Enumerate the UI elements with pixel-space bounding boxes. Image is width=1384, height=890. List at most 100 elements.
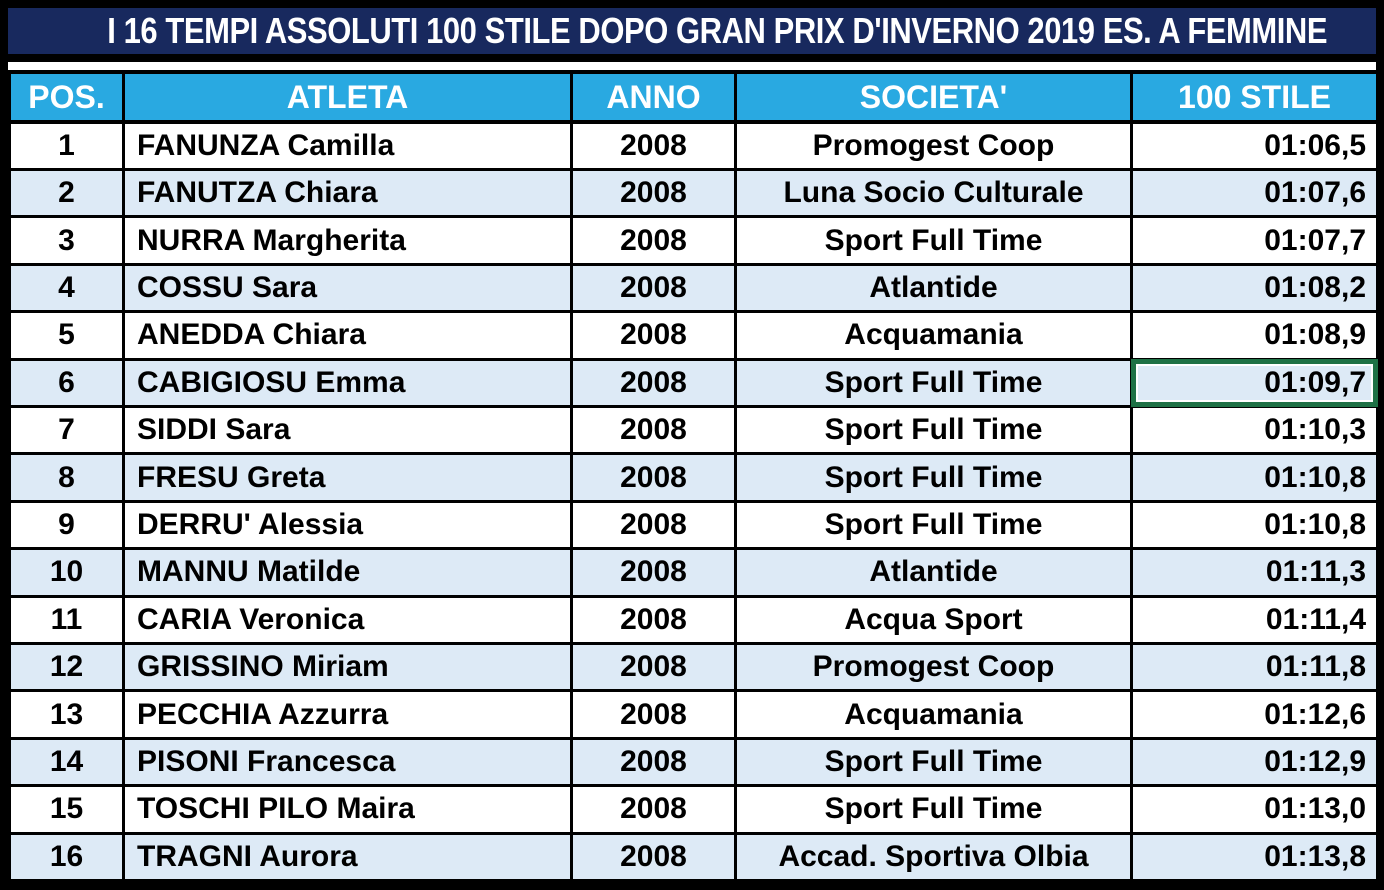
cell-anno[interactable]: 2008 xyxy=(570,120,737,171)
cell-tempo[interactable]: 01:13,8 xyxy=(1130,831,1379,883)
cell-societa[interactable]: Acqua Sport xyxy=(734,594,1133,645)
table-row: 11 CARIA Veronica 2008 Acqua Sport 01:11… xyxy=(8,594,1379,645)
cell-atleta[interactable]: COSSU Sara xyxy=(122,262,573,314)
cell-anno[interactable]: 2008 xyxy=(570,641,737,693)
selected-cell[interactable]: 01:09,7 xyxy=(1130,357,1380,409)
cell-tempo[interactable]: 01:08,2 xyxy=(1130,262,1379,314)
table-row: 1 FANUNZA Camilla 2008 Promogest Coop 01… xyxy=(8,120,1379,171)
cell-tempo[interactable]: 01:07,6 xyxy=(1130,167,1379,219)
cell-tempo[interactable]: 01:13,0 xyxy=(1130,784,1379,835)
cell-societa[interactable]: Sport Full Time xyxy=(734,452,1133,503)
cell-atleta[interactable]: PISONI Francesca xyxy=(122,736,573,788)
cell-tempo[interactable]: 01:12,6 xyxy=(1130,689,1379,740)
cell-tempo[interactable]: 01:10,3 xyxy=(1130,404,1379,456)
cell-atleta[interactable]: DERRU' Alessia xyxy=(122,499,573,551)
cell-societa[interactable]: Acquamania xyxy=(734,310,1133,361)
cell-anno[interactable]: 2008 xyxy=(570,689,737,740)
table-row: 3 NURRA Margherita 2008 Sport Full Time … xyxy=(8,215,1379,266)
cell-atleta[interactable]: FRESU Greta xyxy=(122,452,573,503)
cell-anno[interactable]: 2008 xyxy=(570,262,737,314)
cell-pos[interactable]: 12 xyxy=(8,641,125,693)
table-body: 1 FANUNZA Camilla 2008 Promogest Coop 01… xyxy=(8,120,1380,883)
cell-tempo[interactable]: 01:10,8 xyxy=(1130,452,1379,503)
cell-pos[interactable]: 3 xyxy=(8,215,125,266)
cell-pos[interactable]: 15 xyxy=(8,784,125,835)
cell-tempo[interactable]: 01:11,4 xyxy=(1130,594,1379,645)
cell-atleta[interactable]: PECCHIA Azzurra xyxy=(122,689,573,740)
cell-societa[interactable]: Acquamania xyxy=(734,689,1133,740)
cell-pos[interactable]: 7 xyxy=(8,404,125,456)
cell-atleta[interactable]: SIDDI Sara xyxy=(122,404,573,456)
col-header-societa[interactable]: SOCIETA' xyxy=(734,70,1133,124)
cell-atleta[interactable]: NURRA Margherita xyxy=(122,215,573,266)
cell-societa[interactable]: Sport Full Time xyxy=(734,357,1133,408)
cell-anno[interactable]: 2008 xyxy=(570,215,737,266)
cell-anno[interactable]: 2008 xyxy=(570,499,737,551)
cell-atleta[interactable]: TRAGNI Aurora xyxy=(122,831,573,883)
cell-tempo[interactable]: 01:07,7 xyxy=(1130,215,1379,266)
cell-anno[interactable]: 2008 xyxy=(570,404,737,456)
cell-anno[interactable]: 2008 xyxy=(570,357,737,408)
cell-atleta[interactable]: GRISSINO Miriam xyxy=(122,641,573,693)
cell-anno[interactable]: 2008 xyxy=(570,784,737,835)
cell-societa[interactable]: Sport Full Time xyxy=(734,404,1133,456)
cell-anno[interactable]: 2008 xyxy=(570,167,737,219)
cell-anno[interactable]: 2008 xyxy=(570,594,737,645)
cell-pos[interactable]: 13 xyxy=(8,689,125,740)
cell-tempo[interactable]: 01:10,8 xyxy=(1130,499,1379,551)
table-row: 14 PISONI Francesca 2008 Sport Full Time… xyxy=(8,736,1379,788)
col-header-anno[interactable]: ANNO xyxy=(570,70,737,124)
cell-pos[interactable]: 9 xyxy=(8,499,125,551)
table-row: 5 ANEDDA Chiara 2008 Acquamania 01:08,9 xyxy=(8,310,1379,361)
cell-atleta[interactable]: MANNU Matilde xyxy=(122,547,573,598)
cell-atleta[interactable]: TOSCHI PILO Maira xyxy=(122,784,573,835)
cell-atleta[interactable]: FANUNZA Camilla xyxy=(122,120,573,171)
table-title-cell[interactable]: I 16 TEMPI ASSOLUTI 100 STILE DOPO GRAN … xyxy=(8,8,1376,54)
cell-pos[interactable]: 11 xyxy=(8,594,125,645)
cell-anno[interactable]: 2008 xyxy=(570,310,737,361)
cell-societa[interactable]: Luna Socio Culturale xyxy=(734,167,1133,219)
cell-anno[interactable]: 2008 xyxy=(570,547,737,598)
table-row: 7 SIDDI Sara 2008 Sport Full Time 01:10,… xyxy=(8,404,1379,456)
cell-societa[interactable]: Sport Full Time xyxy=(734,215,1133,266)
cell-anno[interactable]: 2008 xyxy=(570,831,737,883)
cell-pos[interactable]: 14 xyxy=(8,736,125,788)
cell-pos[interactable]: 10 xyxy=(8,547,125,598)
cell-pos[interactable]: 4 xyxy=(8,262,125,314)
cell-societa[interactable]: Sport Full Time xyxy=(734,784,1133,835)
cell-pos[interactable]: 6 xyxy=(8,357,125,408)
cell-anno[interactable]: 2008 xyxy=(570,452,737,503)
col-header-100-stile[interactable]: 100 STILE xyxy=(1130,70,1379,124)
results-table: POS. ATLETA ANNO SOCIETA' 100 STILE 1 FA… xyxy=(8,70,1380,883)
col-header-pos[interactable]: POS. xyxy=(8,70,125,124)
cell-atleta[interactable]: FANUTZA Chiara xyxy=(122,167,573,219)
cell-tempo[interactable]: 01:11,3 xyxy=(1130,547,1379,598)
table-row: 9 DERRU' Alessia 2008 Sport Full Time 01… xyxy=(8,499,1379,551)
cell-atleta[interactable]: CARIA Veronica xyxy=(122,594,573,645)
cell-societa[interactable]: Accad. Sportiva Olbia xyxy=(734,831,1133,883)
cell-atleta[interactable]: CABIGIOSU Emma xyxy=(122,357,573,408)
cell-societa[interactable]: Atlantide xyxy=(734,547,1133,598)
cell-societa[interactable]: Sport Full Time xyxy=(734,736,1133,788)
table-row: 12 GRISSINO Miriam 2008 Promogest Coop 0… xyxy=(8,641,1379,693)
cell-pos[interactable]: 2 xyxy=(8,167,125,219)
cell-pos[interactable]: 5 xyxy=(8,310,125,361)
cell-atleta[interactable]: ANEDDA Chiara xyxy=(122,310,573,361)
table-row: 2 FANUTZA Chiara 2008 Luna Socio Cultura… xyxy=(8,167,1379,219)
table-row: 6 CABIGIOSU Emma 2008 Sport Full Time 01… xyxy=(8,357,1380,409)
cell-societa[interactable]: Promogest Coop xyxy=(734,120,1133,171)
cell-pos[interactable]: 16 xyxy=(8,831,125,883)
cell-tempo[interactable]: 01:08,9 xyxy=(1130,310,1379,361)
cell-pos[interactable]: 1 xyxy=(8,120,125,171)
cell-societa[interactable]: Sport Full Time xyxy=(734,499,1133,551)
table-row: 13 PECCHIA Azzurra 2008 Acquamania 01:12… xyxy=(8,689,1379,740)
cell-tempo[interactable]: 01:12,9 xyxy=(1130,736,1379,788)
cell-pos[interactable]: 8 xyxy=(8,452,125,503)
cell-anno[interactable]: 2008 xyxy=(570,736,737,788)
cell-societa[interactable]: Promogest Coop xyxy=(734,641,1133,693)
cell-tempo[interactable]: 01:06,5 xyxy=(1130,120,1379,171)
col-header-atleta[interactable]: ATLETA xyxy=(122,70,573,124)
cell-societa[interactable]: Atlantide xyxy=(734,262,1133,314)
cell-tempo[interactable]: 01:11,8 xyxy=(1130,641,1379,693)
